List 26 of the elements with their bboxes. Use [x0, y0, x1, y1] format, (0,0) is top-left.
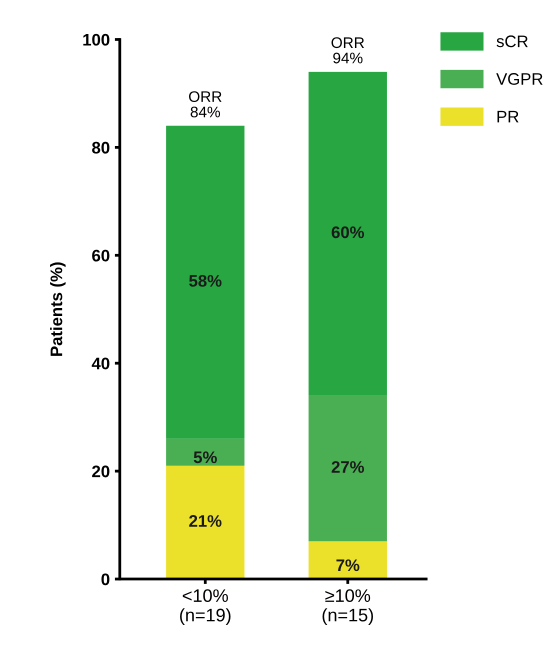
y-tick-label: 40 — [92, 358, 110, 370]
y-tick-label: 80 — [92, 142, 110, 154]
bar — [308, 396, 387, 542]
x-tick-label: <10% (n=19) — [180, 589, 231, 626]
data-label: 27% — [332, 461, 364, 473]
legend-label: VGPR — [496, 73, 543, 85]
bar — [166, 438, 244, 466]
data-label: 21% — [189, 515, 222, 527]
y-tick-label: 60 — [92, 250, 110, 262]
bar — [166, 126, 244, 439]
y-tick-label: 100 — [83, 34, 110, 46]
data-label: 58% — [189, 274, 222, 287]
data-label: 5% — [194, 451, 217, 464]
total-label: ORR 94% — [332, 37, 364, 64]
y-tick-label: 20 — [92, 466, 110, 478]
x-tick-label: ≥10% (n=15) — [322, 589, 373, 626]
legend-label: sCR — [496, 35, 528, 48]
bar — [308, 72, 387, 396]
bar — [308, 541, 387, 580]
y-axis-title: Patients (%) — [50, 262, 66, 356]
total-label: ORR 84% — [189, 91, 222, 118]
data-label: 7% — [336, 559, 360, 572]
bar — [166, 466, 244, 580]
legend-label: PR — [498, 110, 519, 122]
y-tick-label: 0 — [101, 573, 110, 586]
data-label: 60% — [332, 226, 364, 238]
